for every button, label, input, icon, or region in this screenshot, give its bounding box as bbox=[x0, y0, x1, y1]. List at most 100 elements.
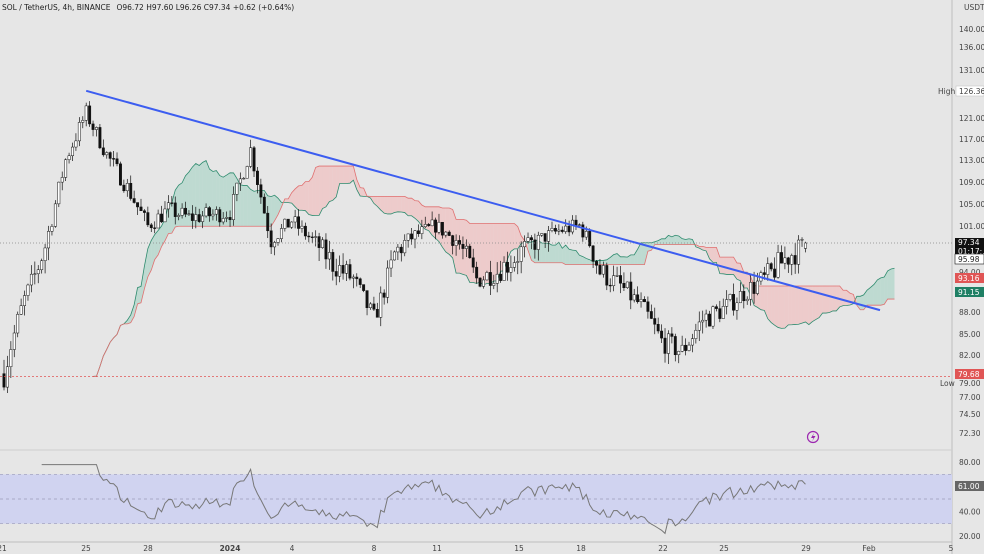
kijun-tag: 95.98 bbox=[954, 253, 984, 265]
cloud-segment bbox=[805, 285, 809, 325]
price-axis[interactable]: 140.00 136.00 131.00 126.36 121.00 117.00 113.… bbox=[955, 25, 984, 438]
cloud-segment bbox=[685, 238, 689, 245]
candle-body bbox=[276, 238, 280, 243]
candle-body bbox=[245, 166, 249, 179]
candle-body bbox=[173, 202, 177, 217]
candle-body bbox=[163, 208, 167, 223]
trendline[interactable] bbox=[85, 89, 881, 312]
candle-body bbox=[64, 159, 68, 178]
candle-body bbox=[482, 279, 485, 287]
candle-body bbox=[557, 229, 561, 232]
candle-body bbox=[341, 265, 345, 274]
cloud-segment bbox=[510, 223, 515, 252]
candle-body bbox=[197, 214, 201, 222]
time-tick-label: Feb bbox=[862, 544, 876, 553]
candle-body bbox=[375, 309, 379, 318]
candle-body bbox=[756, 280, 759, 294]
candle-body bbox=[47, 231, 50, 249]
lightning-icon[interactable] bbox=[806, 430, 820, 444]
candle-body bbox=[40, 260, 44, 271]
time-tick-label: 25 bbox=[719, 544, 729, 553]
candle-body bbox=[591, 245, 595, 262]
cloud-segment bbox=[839, 285, 844, 307]
cloud-segment bbox=[791, 285, 796, 325]
cloud-segment bbox=[784, 285, 789, 329]
candle-body bbox=[60, 177, 64, 183]
candle-body bbox=[115, 158, 119, 165]
candle-body bbox=[177, 215, 181, 217]
candle-body bbox=[170, 202, 174, 204]
cloud-segment bbox=[565, 245, 570, 265]
price-tick-label: 140.00 bbox=[959, 25, 984, 34]
cloud-segment bbox=[415, 200, 419, 222]
candle-body bbox=[119, 163, 122, 186]
cloud-segment bbox=[548, 243, 552, 263]
candle-body bbox=[232, 194, 235, 220]
candle-body bbox=[420, 226, 424, 234]
cloud-segment bbox=[452, 209, 457, 274]
cloud-segment bbox=[802, 285, 806, 324]
candle-body bbox=[458, 240, 461, 245]
cloud-segment bbox=[425, 206, 429, 231]
cloud-segment bbox=[863, 290, 868, 310]
time-tick-label: 15 bbox=[514, 544, 524, 553]
cloud-segment bbox=[154, 230, 159, 260]
cloud-segment bbox=[250, 189, 255, 227]
candle-body bbox=[468, 245, 472, 259]
candle-body bbox=[279, 228, 283, 239]
cloud-segment bbox=[497, 223, 501, 281]
candle-body bbox=[797, 239, 801, 265]
candle-body bbox=[262, 196, 266, 214]
candle-body bbox=[629, 281, 633, 301]
candle-body bbox=[410, 233, 414, 240]
price-tick-label: 72.30 bbox=[959, 429, 981, 438]
candle-body bbox=[447, 231, 451, 236]
cloud-segment bbox=[726, 257, 731, 275]
candle-body bbox=[786, 257, 790, 265]
candle-body bbox=[725, 299, 729, 307]
candle-body bbox=[314, 236, 318, 238]
cloud-segment bbox=[438, 206, 443, 248]
candle-body bbox=[667, 333, 670, 354]
candle-body bbox=[430, 219, 434, 227]
cloud-segment bbox=[778, 285, 782, 329]
svg-text:01:17:...: 01:17:... bbox=[958, 247, 984, 256]
cloud-segment bbox=[873, 279, 878, 306]
cloud-segment bbox=[442, 208, 446, 252]
candle-body bbox=[184, 207, 187, 215]
cloud-segment bbox=[384, 196, 388, 214]
candle-body bbox=[649, 311, 653, 319]
candle-body bbox=[324, 239, 328, 260]
cloud-segment bbox=[305, 181, 309, 215]
cloud-segment bbox=[469, 223, 474, 283]
candle-body bbox=[684, 344, 688, 351]
cloud-segment bbox=[586, 258, 590, 265]
cloud-segment bbox=[206, 160, 210, 227]
cloud-segment bbox=[541, 242, 546, 263]
candle-body bbox=[530, 237, 533, 241]
candle-body bbox=[71, 146, 74, 157]
candle-body bbox=[146, 212, 150, 226]
cloud-segment bbox=[130, 304, 135, 323]
cloud-segment bbox=[798, 285, 803, 325]
candle-body bbox=[187, 213, 191, 215]
cloud-segment bbox=[274, 195, 278, 221]
cloud-segment bbox=[856, 296, 861, 310]
cloud-segment bbox=[456, 219, 460, 274]
cloud-segment bbox=[877, 277, 881, 306]
candle-body bbox=[550, 228, 554, 231]
time-axis[interactable]: 21 25 28 2024 4 8 11 15 18 22 25 29 Feb 5 bbox=[0, 544, 954, 553]
candle-body bbox=[29, 273, 33, 286]
cloud-segment bbox=[295, 185, 299, 211]
candle-body bbox=[512, 262, 516, 268]
candle-body bbox=[2, 373, 6, 388]
candle-body bbox=[608, 284, 612, 287]
candle-body bbox=[334, 271, 338, 277]
cloud-segment bbox=[298, 185, 302, 211]
price-tick-label: 136.00 bbox=[959, 43, 984, 52]
candle-body bbox=[471, 257, 475, 268]
cloud-segment bbox=[223, 175, 227, 227]
candle-body bbox=[208, 207, 211, 217]
candle-body bbox=[673, 336, 677, 356]
